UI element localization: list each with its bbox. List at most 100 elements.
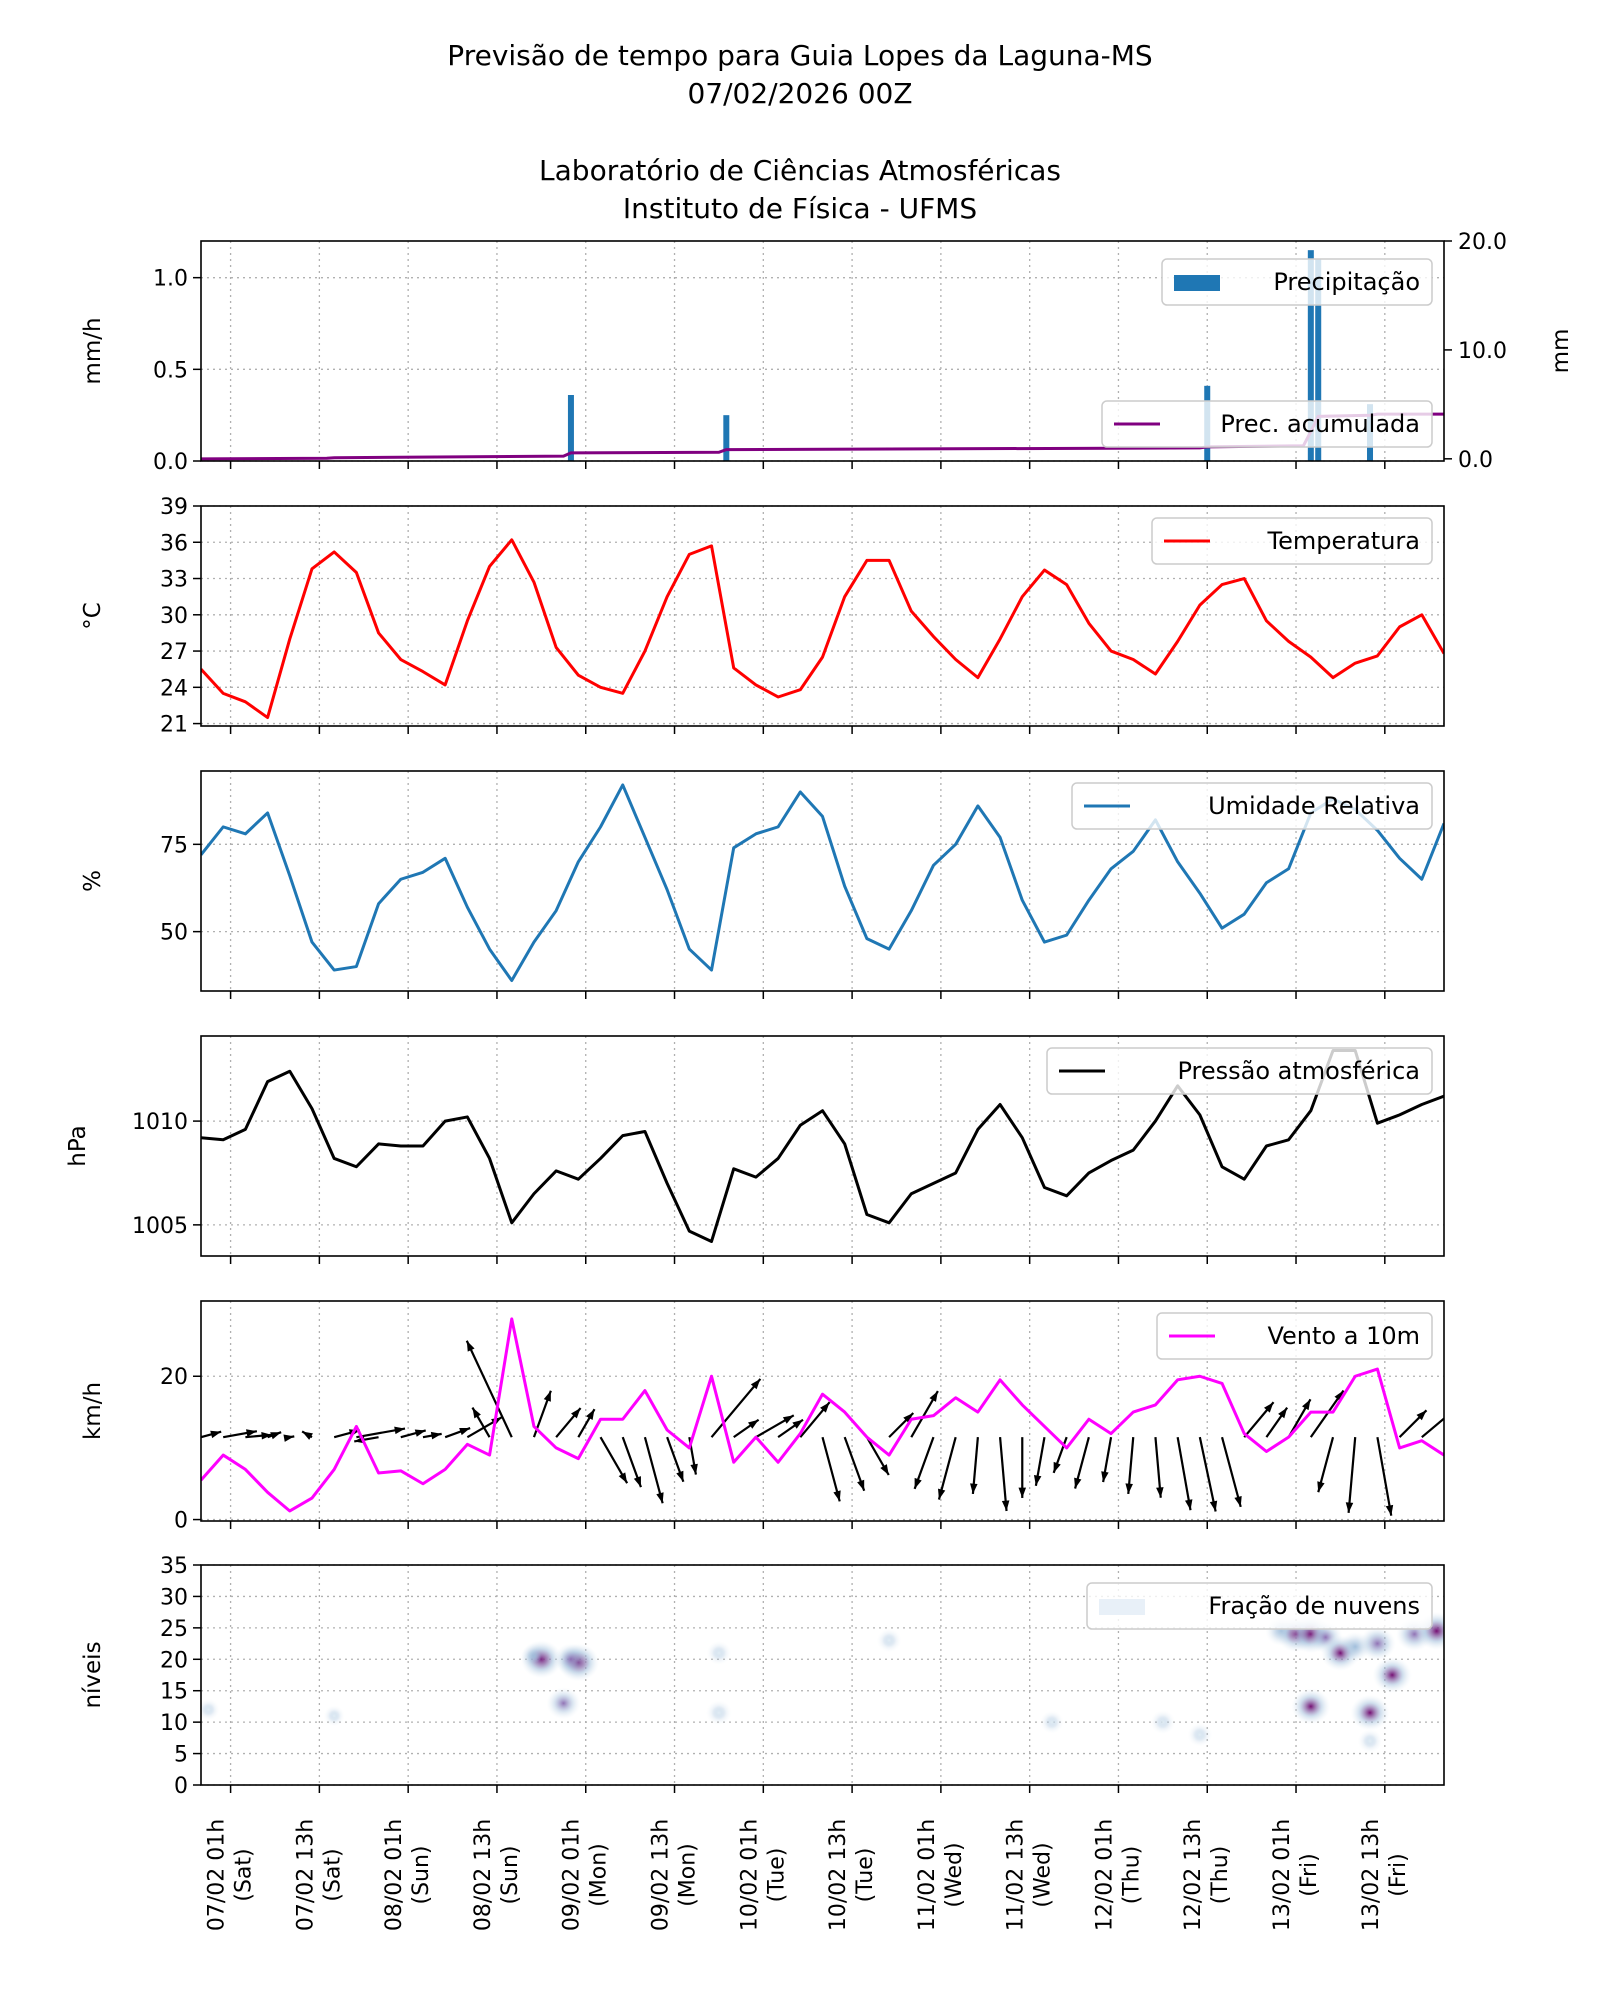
wind-arrow-head (937, 1488, 946, 1500)
y-tick-label: 30 (160, 604, 188, 629)
x-tick-label: 07/02 13h (293, 1819, 318, 1931)
y-tick-label: 10 (160, 1711, 188, 1736)
cloud-fraction-cell (706, 1641, 732, 1665)
cloud-fraction-cell (876, 1628, 902, 1653)
cloud-fraction-cell (1187, 1722, 1213, 1747)
wind-arrow-head (1302, 1399, 1311, 1411)
figure-department: Instituto de Física - UFMS (623, 192, 977, 225)
x-tick-day-label: (Mon) (676, 1843, 701, 1907)
wind-arrow-head (543, 1390, 551, 1402)
wind-arrow-head (1074, 1477, 1082, 1489)
wind-arrow-shaft (1220, 1436, 1242, 1508)
legend-box (1161, 258, 1433, 306)
precip-bar (723, 415, 730, 461)
wind-arrow-head (283, 1434, 295, 1442)
wind-arrow-head (1264, 1402, 1274, 1413)
x-tick-day-label: (Wed) (1031, 1842, 1056, 1907)
x-tick-day-label: (Sun) (498, 1845, 523, 1904)
legend-box (1046, 1047, 1433, 1095)
legend-label: Fração de nuvens (1208, 1592, 1420, 1620)
wind-arrow-head (656, 1492, 664, 1504)
wind-arrow-head (914, 1477, 922, 1489)
x-tick-day-label: (Tue) (764, 1848, 789, 1903)
wind-arrow-head (394, 1426, 406, 1435)
y-axis-label: km/h (80, 1382, 106, 1440)
wind-arrow-shaft (1176, 1436, 1192, 1511)
y-tick-label: 39 (160, 495, 188, 520)
y-tick-label: 15 (160, 1680, 188, 1705)
x-tick-day-label: (Fri) (1297, 1853, 1322, 1896)
wind-arrow-head (1125, 1483, 1133, 1494)
wind-arrow-head (747, 1419, 759, 1429)
y-tick-label: 75 (160, 833, 188, 858)
wind-arrow-head (833, 1490, 841, 1502)
y-axis-label: hPa (65, 1125, 91, 1167)
y-axis-label: °C (80, 602, 106, 630)
cloud-fraction-cell (520, 1643, 548, 1670)
axes-frame (200, 770, 1445, 992)
wind-arrow-head (466, 1340, 475, 1352)
wind-arrow-head (1317, 1481, 1325, 1493)
wind-arrow-shaft (710, 1378, 762, 1438)
x-tick-day-label: (Thu) (1119, 1846, 1144, 1905)
y-tick-label: 33 (160, 568, 188, 593)
wind-arrow-shaft (1376, 1436, 1393, 1516)
series-line (201, 538, 1444, 720)
cloud-fraction-cell (1357, 1729, 1383, 1753)
x-tick-day-label: (Thu) (1208, 1846, 1233, 1905)
wind-arrow-head (1234, 1495, 1242, 1507)
legend-label: Vento a 10m (1267, 1322, 1420, 1350)
cloud-fraction-cell (1291, 1688, 1331, 1725)
wind-arrow-head (633, 1476, 641, 1488)
cloud-fraction-cell (323, 1705, 345, 1727)
y-tick-label: 50 (160, 921, 188, 946)
cloud-fraction-cell (705, 1700, 732, 1726)
legend-label: Pressão atmosférica (1177, 1057, 1420, 1085)
y-axis-label: níveis (80, 1641, 106, 1708)
wind-arrow-head (690, 1463, 698, 1475)
wind-arrow-shaft (465, 1340, 513, 1438)
y-axis-label: mm/h (80, 317, 106, 384)
legend-label: Umidade Relativa (1208, 792, 1420, 820)
wind-arrow-head (676, 1470, 684, 1482)
wind-arrow-head (903, 1412, 914, 1423)
panel-3: 1005 1010 hPa Pressão atmosférica (65, 1035, 1445, 1264)
x-tick-label: 08/02 01h (382, 1819, 407, 1931)
y-tick-label: 1.0 (153, 267, 188, 292)
wind-arrow-head (820, 1402, 830, 1413)
y-tick-label: 0.0 (153, 450, 188, 475)
axes-frame (200, 1035, 1445, 1257)
wind-arrow-head (270, 1432, 282, 1440)
plot-area (201, 1612, 1444, 1753)
wind-arrow-head (571, 1408, 581, 1419)
y-tick-label: 0 (174, 1774, 188, 1799)
precip-bar (567, 395, 574, 461)
x-tick-label: 10/02 13h (826, 1819, 851, 1931)
y-tick-label: 0 (174, 1509, 188, 1534)
plot-panels: 0.0 0.5 1.0 mm/h 0.0 10.0 20.0 mm Precipitação Pr… (65, 230, 1574, 1931)
x-tick-day-label: (Tue) (853, 1848, 878, 1903)
wind-arrow-head (1101, 1471, 1109, 1483)
wind-arrow-head (302, 1431, 313, 1440)
precip-bar (1307, 250, 1314, 461)
axes-frame (200, 505, 1445, 727)
wind-arrow-head (618, 1472, 628, 1484)
cloud-fraction-cell (553, 1643, 589, 1676)
wind-arrow-shaft (1443, 1435, 1444, 1438)
cloud-fraction-cell (1372, 1657, 1412, 1693)
panel-4: 0 20 km/h Vento a 10m (80, 1300, 1445, 1534)
precip-bar (1315, 259, 1322, 461)
wind-arrow-shaft (643, 1436, 664, 1504)
x-tick-label: 13/02 01h (1270, 1819, 1295, 1931)
wind-arrow-head (792, 1419, 804, 1429)
wind-arrow-head (750, 1378, 761, 1390)
y-tick-label: 0.5 (153, 358, 188, 383)
right-y-tick-label: 0.0 (1458, 448, 1493, 473)
y-tick-label: 24 (160, 676, 188, 701)
legend-box (1086, 1582, 1433, 1630)
y-tick-label: 20 (160, 1365, 188, 1390)
x-tick-label: 10/02 01h (737, 1819, 762, 1931)
legend-label: Temperatura (1267, 527, 1421, 555)
x-tick-label: 12/02 01h (1092, 1819, 1117, 1931)
x-tick-label: 13/02 13h (1359, 1819, 1384, 1931)
